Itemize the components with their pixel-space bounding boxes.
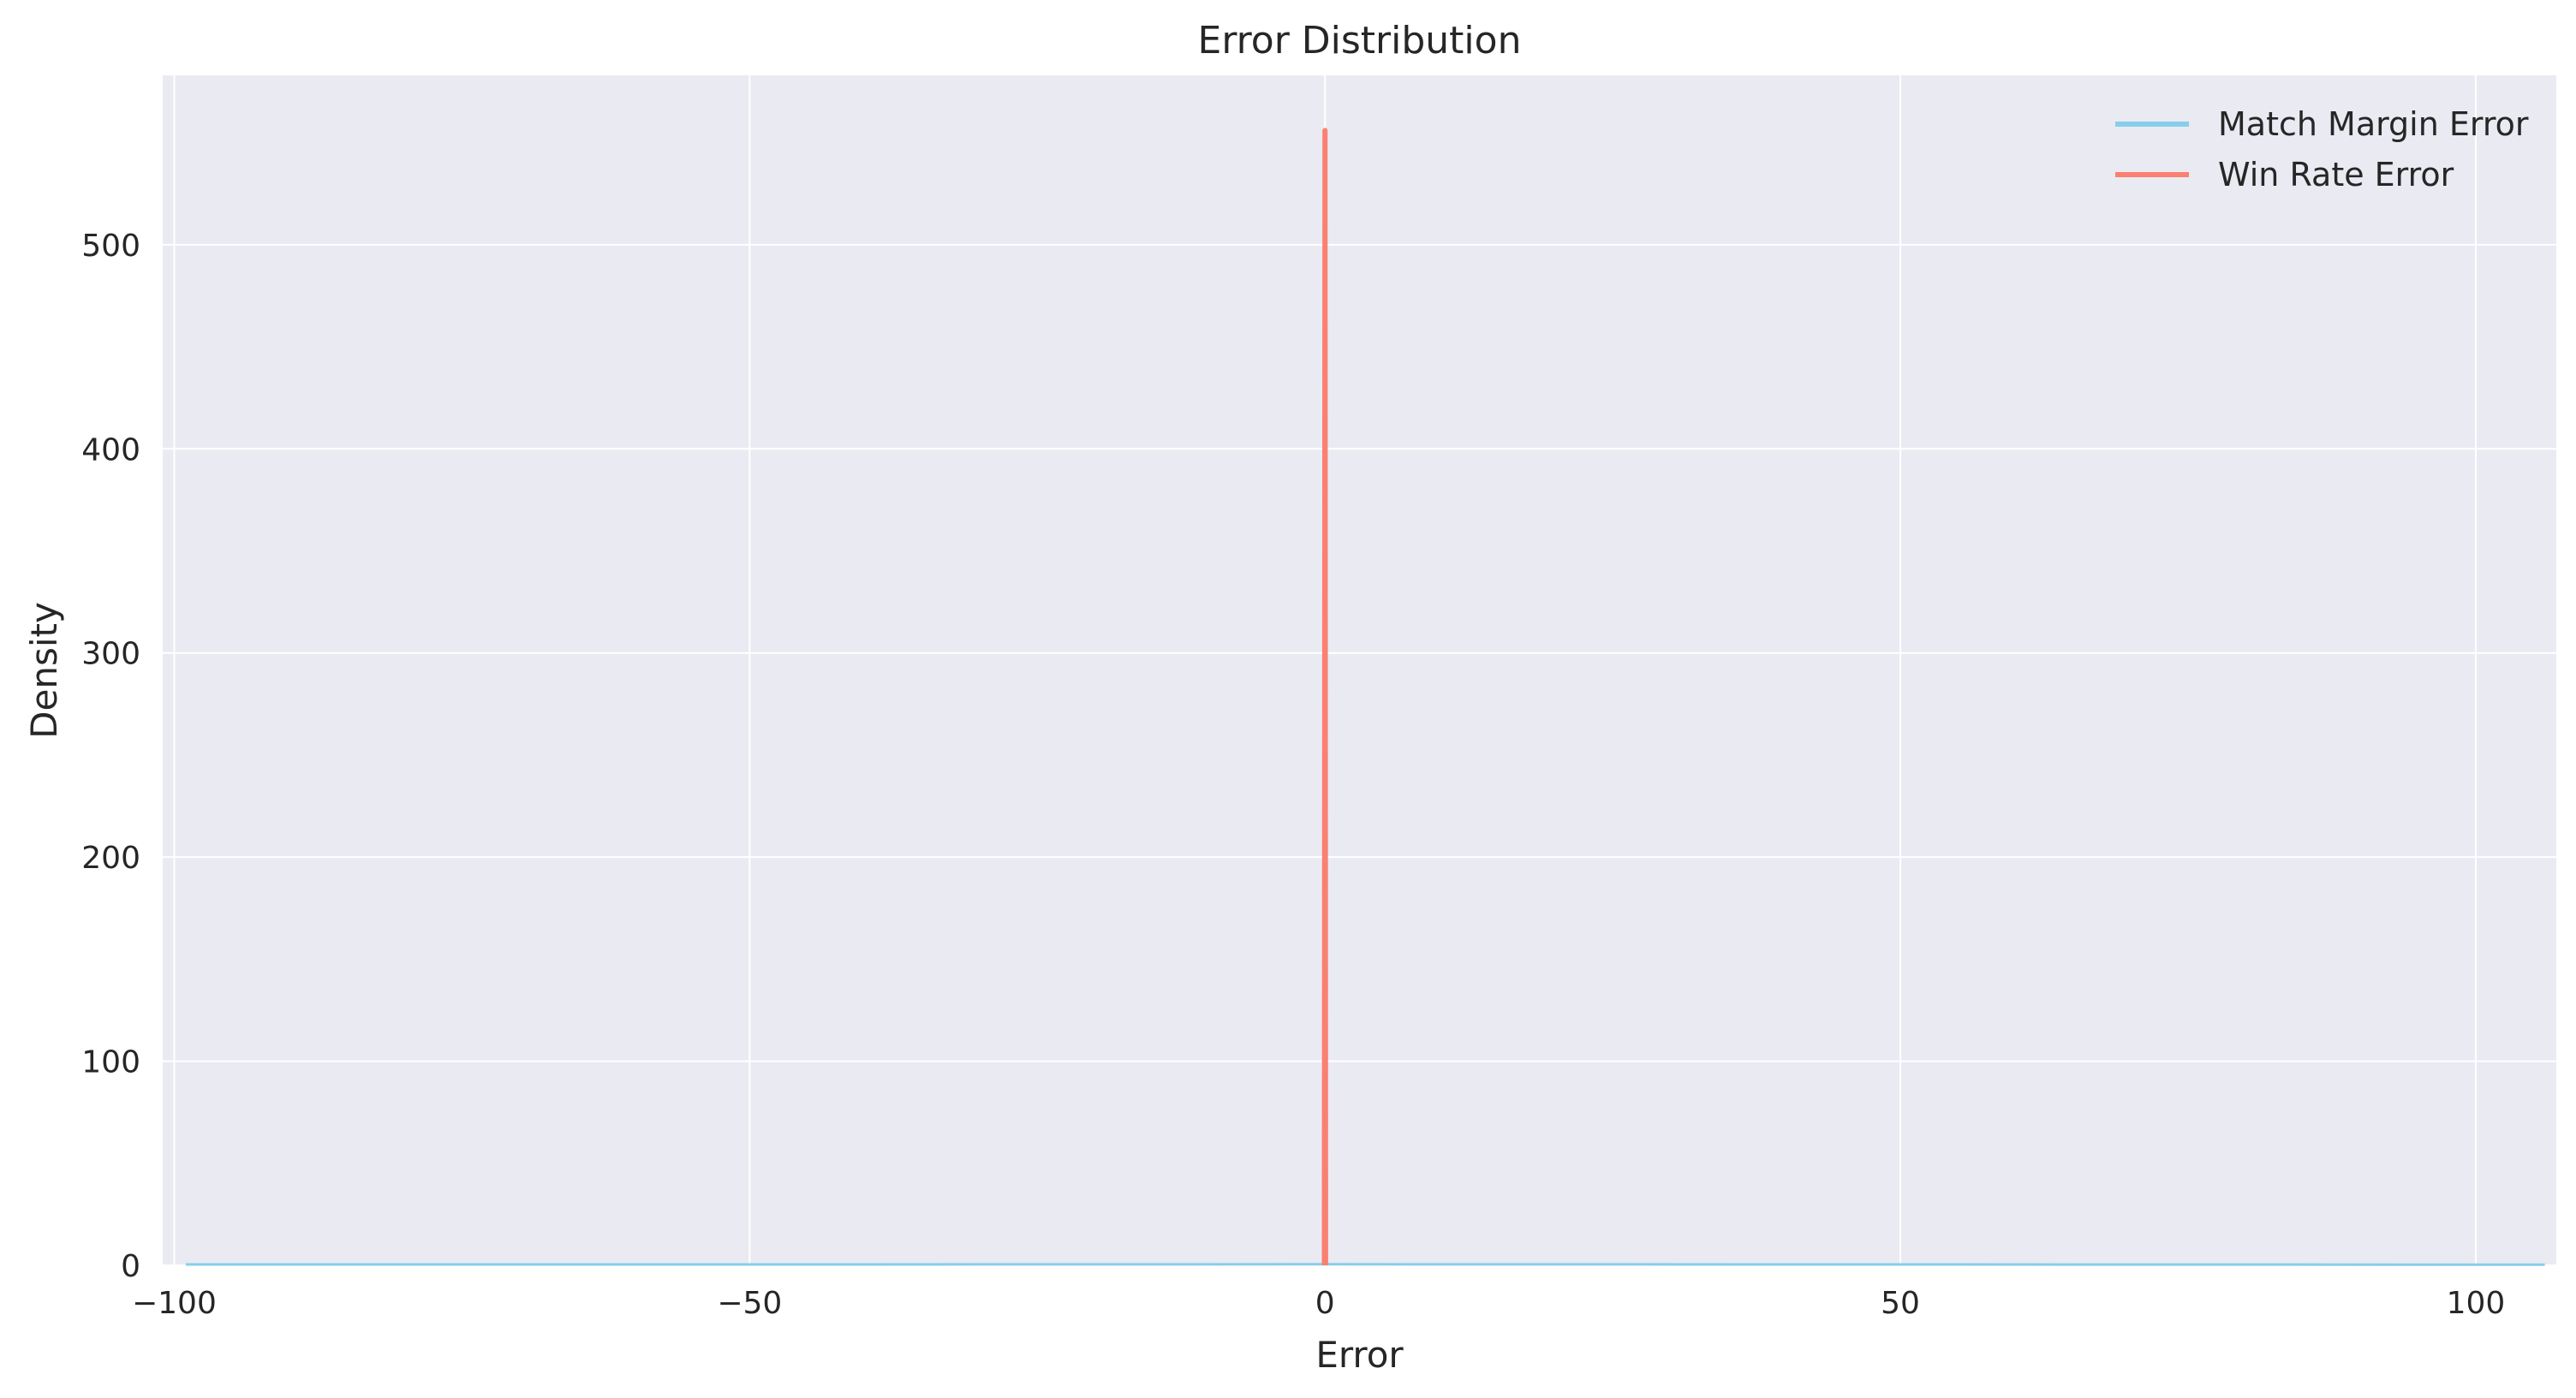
y-tick-label: 300: [81, 637, 140, 672]
y-tick-label: 100: [81, 1045, 140, 1080]
x-axis-label: Error: [1315, 1334, 1404, 1376]
series-line-win-rate-error: [1321, 128, 1328, 1266]
plot-area: [163, 75, 2556, 1265]
legend-label-win-rate-error: Win Rate Error: [2218, 156, 2454, 193]
x-tick-label: 0: [1315, 1286, 1335, 1321]
y-tick-label: 0: [121, 1249, 140, 1284]
y-tick-label: 400: [81, 432, 140, 467]
series-layer: [185, 128, 2545, 1266]
x-tick-label: 100: [2447, 1286, 2506, 1321]
y-tick-label: 500: [81, 229, 140, 264]
tick-labels: −100 −50 0 50 100 0 100 200 300 400 500: [81, 229, 2505, 1321]
x-tick-label: −100: [132, 1286, 217, 1321]
legend-label-match-margin-error: Match Margin Error: [2218, 105, 2529, 143]
series-line-match-margin-error: [185, 1263, 2545, 1266]
x-tick-label: −50: [717, 1286, 782, 1321]
legend: Match Margin Error Win Rate Error: [2115, 105, 2529, 193]
y-tick-label: 200: [81, 841, 140, 876]
x-tick-label: 50: [1881, 1286, 1920, 1321]
chart-title: Error Distribution: [1198, 19, 1522, 62]
y-axis-label: Density: [23, 602, 65, 739]
